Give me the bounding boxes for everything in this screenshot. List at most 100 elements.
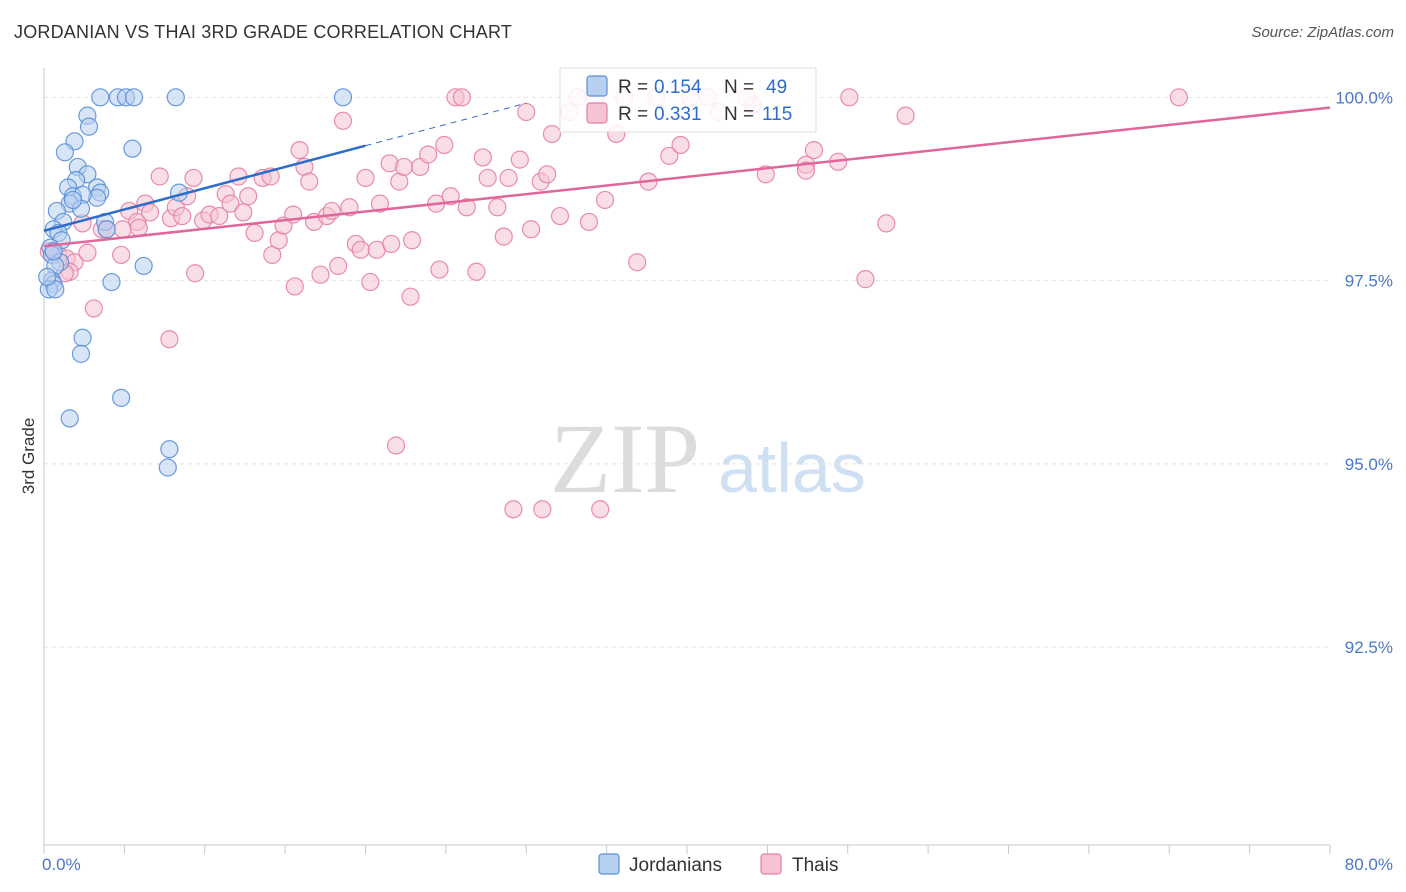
- jordanian-point-47: [44, 242, 63, 261]
- jordanian-point-44: [60, 409, 79, 428]
- jordanian-point-45: [160, 440, 179, 459]
- thai-point-93: [671, 135, 690, 155]
- thai-point-19: [173, 206, 192, 226]
- series-legend-swatch-jordanians: [598, 853, 620, 875]
- thai-point-64: [435, 135, 454, 155]
- thai-point-29: [239, 187, 258, 206]
- thai-point-7: [112, 245, 131, 265]
- jordanian-point-34: [134, 256, 153, 276]
- jordanian-point-28: [97, 220, 116, 239]
- thai-point-72: [499, 168, 518, 188]
- thai-point-79: [542, 124, 562, 144]
- thai-point-92: [660, 146, 679, 166]
- thai-point-57: [394, 157, 414, 177]
- thai-point-106: [1169, 88, 1188, 107]
- trend-lines: [43, 102, 1331, 248]
- thai-point-115: [517, 102, 536, 122]
- thai-point-104: [877, 214, 896, 233]
- watermark-zip: ZIP: [550, 403, 700, 514]
- thai-point-53: [370, 194, 390, 213]
- legend-swatch-thais: [586, 102, 608, 124]
- x-tick-label-max: 80.0%: [1345, 855, 1393, 874]
- legend-r-value-thais: 0.331: [654, 104, 702, 125]
- thai-point-16: [150, 167, 169, 186]
- thai-point-21: [186, 264, 205, 283]
- thai-point-103: [856, 270, 875, 289]
- jordanian-point-43: [112, 388, 131, 407]
- series-legend: Jordanians Thais: [598, 853, 838, 876]
- thai-point-69: [473, 148, 492, 167]
- thai-point-26: [221, 194, 240, 213]
- thai-point-73: [504, 500, 523, 519]
- thai-point-100: [804, 140, 824, 160]
- jordanian-point-46: [158, 458, 177, 477]
- thai-point-15: [140, 203, 160, 222]
- thai-point-68: [467, 262, 486, 281]
- jordanian-point-7: [79, 117, 99, 136]
- thai-point-83: [579, 212, 599, 232]
- thai-point-28: [234, 203, 253, 222]
- thai-point-116: [184, 168, 203, 188]
- jordanian-point-3: [124, 88, 144, 107]
- y-axis-label: 3rd Grade: [19, 418, 38, 495]
- thai-point-111: [452, 88, 472, 107]
- x-tick-label-min: 0.0%: [42, 855, 81, 874]
- thai-point-58: [401, 287, 420, 306]
- thai-point-114: [796, 161, 816, 180]
- legend-n-label-jordanians: N =: [724, 77, 754, 98]
- thai-point-107: [386, 436, 406, 455]
- thai-point-42: [311, 265, 330, 284]
- jordanians-trend-line: [43, 144, 366, 232]
- thai-point-78: [538, 165, 557, 184]
- thai-point-109: [129, 218, 148, 237]
- jordanian-point-41: [73, 328, 92, 347]
- thais-points: [39, 88, 1188, 519]
- thai-point-75: [521, 220, 541, 239]
- thai-point-45: [329, 256, 348, 276]
- thai-point-4: [78, 243, 97, 262]
- watermark: ZIP atlas: [550, 403, 866, 514]
- watermark-atlas: atlas: [718, 429, 866, 507]
- thai-point-65: [441, 187, 460, 206]
- y-tick-label-2: 95.0%: [1345, 455, 1393, 474]
- legend-swatch-jordanians: [586, 75, 608, 97]
- source-label: Source: ZipAtlas.com: [1251, 24, 1394, 41]
- jordanians-points: [38, 88, 353, 477]
- jordanian-point-9: [55, 143, 74, 162]
- jordanian-point-40: [38, 267, 57, 287]
- thai-point-70: [478, 168, 497, 188]
- thai-point-71: [488, 198, 507, 217]
- legend-n-value-thais: 115: [762, 104, 792, 125]
- thai-point-89: [628, 253, 647, 272]
- y-tick-label-0: 100.0%: [1335, 88, 1393, 107]
- thai-point-51: [361, 272, 380, 292]
- thai-point-46: [333, 111, 353, 130]
- thai-point-74: [510, 150, 529, 169]
- thai-point-40: [300, 172, 319, 191]
- thai-point-61: [419, 145, 438, 164]
- series-legend-label-jordanians: Jordanians: [629, 855, 722, 876]
- thai-point-102: [840, 88, 859, 107]
- legend-n-label-thais: N =: [724, 104, 754, 125]
- jordanian-point-42: [71, 344, 91, 363]
- thais-trend-line: [43, 106, 1331, 248]
- thai-point-86: [595, 190, 615, 210]
- thai-point-24: [210, 206, 229, 226]
- legend-r-label-thais: R =: [618, 104, 648, 125]
- chart-title: JORDANIAN VS THAI 3RD GRADE CORRELATION …: [14, 22, 513, 42]
- thai-point-6: [84, 299, 103, 318]
- jordanian-point-37: [102, 272, 121, 292]
- x-ticks: [43, 845, 1331, 854]
- series-legend-label-thais: Thais: [792, 855, 838, 876]
- thai-point-85: [591, 500, 610, 519]
- thai-point-77: [533, 500, 552, 519]
- stats-legend: R = 0.154 N = 49 R = 0.331 N = 115: [559, 67, 817, 133]
- jordanian-point-5: [333, 88, 353, 107]
- thai-point-67: [457, 198, 476, 217]
- thai-point-63: [430, 260, 449, 279]
- thai-point-49: [351, 240, 370, 259]
- jordanian-point-48: [63, 190, 83, 210]
- y-tick-labels: 100.0% 97.5% 95.0% 92.5%: [1335, 88, 1393, 657]
- legend-r-label-jordanians: R =: [618, 77, 648, 98]
